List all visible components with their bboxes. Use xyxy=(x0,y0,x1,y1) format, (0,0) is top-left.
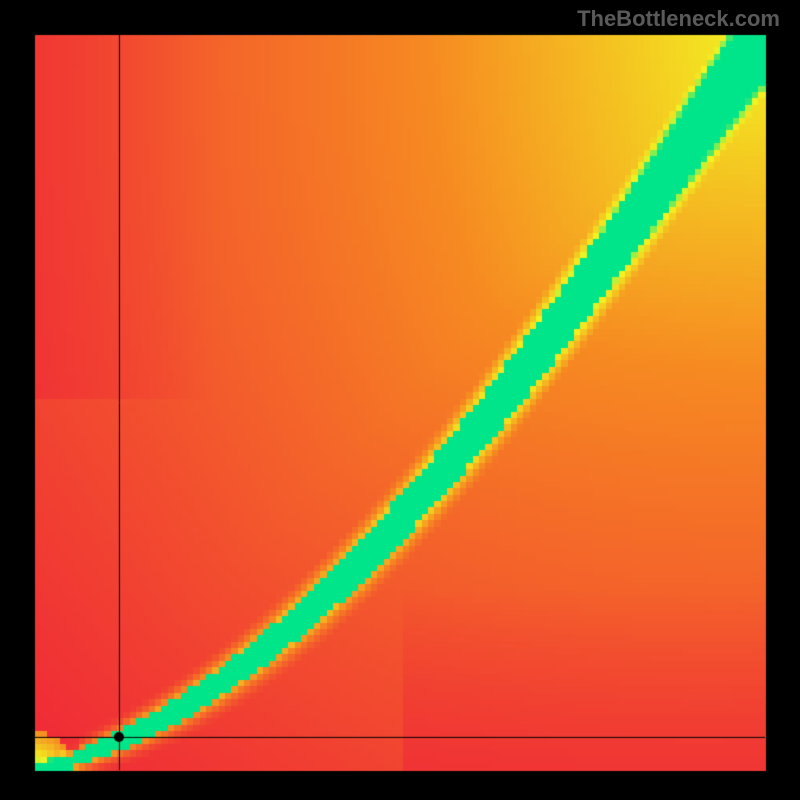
chart-container: TheBottleneck.com xyxy=(0,0,800,800)
heatmap-canvas xyxy=(0,0,800,800)
watermark-text: TheBottleneck.com xyxy=(577,6,780,32)
